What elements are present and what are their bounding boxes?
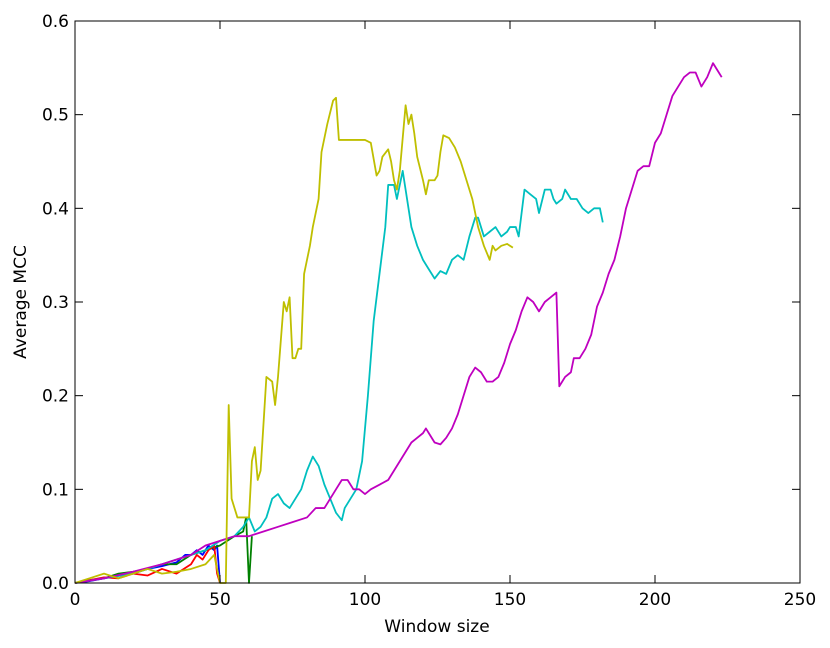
x-tick-label: 50 [209,590,231,610]
x-tick-label: 250 [784,590,816,610]
x-tick-label: 0 [70,590,81,610]
series-line [74,62,723,584]
x-tick-label: 200 [639,590,671,610]
y-tick-label: 0.0 [42,574,69,594]
y-axis-label: Average MCC [11,245,31,359]
series-line [74,96,514,584]
x-axis-label: Window size [384,617,489,637]
y-tick-label: 0.1 [42,480,69,500]
plot-frame [74,20,801,584]
y-tick-label: 0.6 [42,12,69,32]
x-tick-label: 150 [494,590,526,610]
y-tick-label: 0.2 [42,387,69,407]
x-tick-label: 100 [349,590,381,610]
y-tick-label: 0.5 [42,106,69,126]
y-tick-label: 0.4 [42,199,69,219]
y-tick-label: 0.3 [42,293,69,313]
series-line [74,169,604,584]
